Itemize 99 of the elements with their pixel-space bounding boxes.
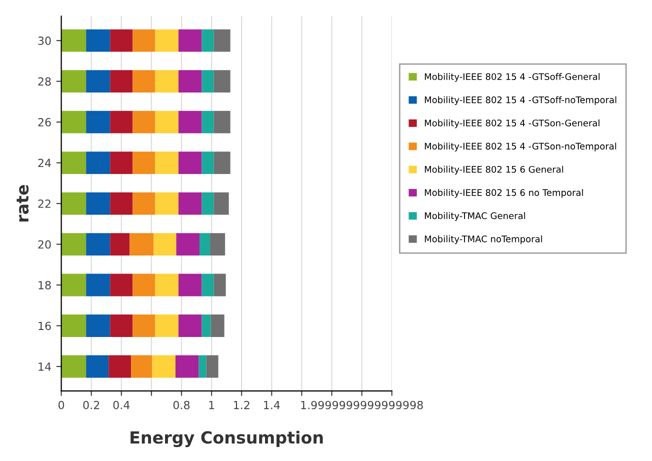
legend-label: Mobility-TMAC noTemporal [424, 235, 542, 244]
y-tick-label: 28 [38, 77, 51, 86]
bar [61, 29, 86, 52]
y-tick-label: 24 [38, 158, 51, 168]
bar [175, 355, 199, 378]
bar [178, 110, 202, 134]
bar [132, 29, 156, 52]
bar [110, 70, 133, 93]
bar [110, 274, 133, 296]
bar [61, 70, 86, 93]
bar [132, 192, 156, 215]
bar [86, 233, 110, 256]
bar [198, 355, 206, 378]
bar [178, 29, 202, 52]
y-axis-title: rate [16, 184, 29, 222]
bar [155, 314, 178, 337]
bar [61, 233, 86, 256]
bar [110, 29, 133, 52]
bar [132, 274, 156, 296]
x-tick-label: 0.8 [173, 400, 190, 410]
bar [155, 192, 178, 215]
bar [202, 314, 211, 337]
bar [132, 152, 156, 174]
bar [202, 274, 214, 296]
x-tick-label: 1.2 [234, 400, 250, 410]
bar [155, 152, 178, 174]
bar [132, 70, 156, 93]
bar [132, 110, 156, 134]
bar [110, 233, 130, 256]
legend-label: Mobility-IEEE 802 15 4 -GTSon-General [424, 119, 600, 128]
bar [131, 355, 152, 378]
bar [152, 355, 176, 378]
bar [214, 274, 226, 296]
bar [110, 192, 133, 215]
bar [200, 233, 210, 256]
y-tick-label: 18 [38, 280, 51, 290]
bar [86, 152, 110, 174]
bar [202, 192, 214, 215]
bar [61, 355, 86, 378]
bar [214, 110, 230, 134]
bar [176, 233, 200, 256]
bar [108, 355, 132, 378]
legend-label: Mobility-IEEE 802 15 6 no Temporal [424, 188, 583, 198]
x-axis-title: Energy Consumption [130, 430, 323, 448]
bar [210, 233, 226, 256]
bar [155, 70, 178, 93]
bar [110, 314, 133, 337]
bar [214, 29, 230, 52]
bar [154, 233, 176, 256]
bar [155, 110, 178, 134]
x-tick-label: 1.4 [264, 400, 280, 410]
bar [214, 152, 230, 174]
x-tick-label: 0 [58, 400, 64, 410]
bar [178, 192, 202, 215]
bar [86, 110, 110, 134]
bar [61, 110, 86, 134]
bar [178, 70, 202, 93]
y-tick-label: 30 [38, 36, 51, 45]
bar [214, 192, 229, 215]
bar [110, 152, 133, 174]
bar [61, 152, 86, 174]
y-tick-label: 26 [38, 118, 51, 126]
bar [206, 355, 218, 378]
legend-label: Mobility-IEEE 802 15 6 General [424, 166, 564, 175]
bar [178, 152, 202, 174]
bar [178, 274, 202, 296]
legend-label: Mobility-IEEE 802 15 4 -GTSon-noTemporal [424, 142, 616, 152]
bar [86, 70, 110, 93]
legend-label: Mobility-TMAC General [424, 212, 525, 221]
bar [130, 233, 154, 256]
y-tick-label: 14 [38, 362, 51, 371]
bar [86, 314, 110, 337]
bar [86, 29, 110, 52]
bar [155, 29, 178, 52]
bar [178, 314, 202, 337]
bar [202, 70, 214, 93]
bar [61, 192, 86, 215]
bar [202, 152, 214, 174]
bar [86, 355, 109, 378]
bar [110, 110, 133, 134]
x-tick-label: 1.9999999999999998 [301, 400, 423, 410]
bar [214, 70, 230, 93]
y-tick-label: 20 [38, 240, 51, 249]
x-tick-label: 1 [209, 400, 214, 410]
bar [61, 314, 86, 337]
legend-label: Mobility-IEEE 802 15 4 -GTSoff-General [424, 73, 600, 82]
bar [86, 274, 110, 296]
bar [61, 274, 86, 296]
bar [86, 192, 110, 215]
bar [210, 314, 224, 337]
y-tick-label: 22 [38, 200, 50, 208]
bar [202, 29, 214, 52]
bar [132, 314, 156, 337]
legend-label: Mobility-IEEE 802 15 4 -GTSoff-noTemporal [424, 96, 616, 105]
y-tick-label: 16 [38, 322, 51, 330]
bar [202, 110, 214, 134]
x-tick-label: 0.2 [83, 400, 100, 410]
bar [155, 274, 178, 296]
x-tick-label: 0.4 [113, 400, 130, 410]
